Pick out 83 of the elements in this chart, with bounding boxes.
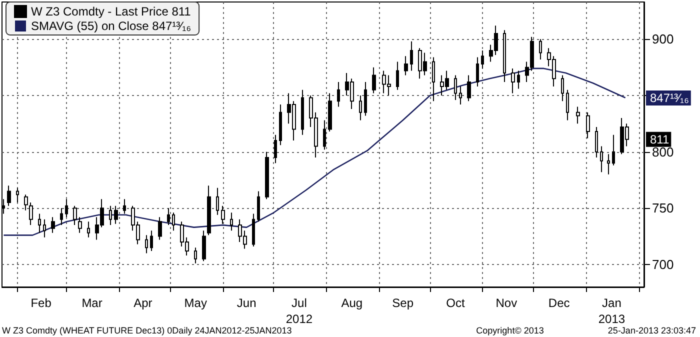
candlestick [586,112,590,139]
candlestick [323,120,326,150]
x-tick-label: Apr [134,296,152,310]
candlestick [60,208,63,226]
candlestick [24,194,28,211]
candlestick [467,74,471,102]
candlestick [566,89,569,121]
candlestick [216,187,219,216]
candlestick [328,92,332,132]
text: Copyright© 2013 [476,326,544,336]
candlestick [73,205,77,226]
candlestick [38,213,41,234]
candlestick [87,221,90,238]
candlestick [410,40,413,72]
candlestick [16,187,19,204]
candlestick [396,61,399,90]
candlestick [123,198,126,214]
candlestick [539,38,542,60]
x-tick-label: Jan 2013 [598,296,626,326]
y-tick-label: 900 [652,32,674,47]
text: W Z3 Comdty (WHEAT FUTURE Dec13) 0Daily 24JAN2012-25JAN2013 [2,326,292,336]
candlestick [576,106,580,124]
candlestick [167,208,170,226]
annotation: 811 [650,132,670,146]
candlestick [221,205,225,224]
x-tick-label: Oct [446,296,466,310]
candlestick [364,81,367,116]
candlestick [265,151,269,200]
candlestick [459,86,462,106]
candlestick [337,81,340,108]
y-tick-label: 800 [652,144,674,160]
candlestick [202,230,206,262]
candlestick [150,230,153,252]
candlestick [194,247,197,264]
candlestick [301,89,304,136]
candlestick [51,216,55,234]
legend-label: SMAVG (55) on Close 847¹³⁄₁₆ [31,19,192,33]
x-tick-label: May [184,296,207,310]
x-tick-label: Dec [548,296,570,310]
candlestick [432,56,435,102]
line-series [3,68,626,236]
candlestick [481,50,484,69]
x-tick-label: Nov [496,296,518,310]
x-tick-label: Sep [392,296,414,310]
candlestick [29,202,33,226]
y-tick-label: 750 [652,200,674,216]
candlestick [230,212,233,232]
candlestick [252,213,255,247]
candlestick [145,234,148,254]
candlestick [511,68,515,94]
candlestick [78,216,82,234]
candlestick [257,190,260,222]
x-tick-label: Jul 2012 [286,296,313,326]
annotation: 847¹³⁄₁₆ [650,90,690,105]
x-tick-label: Aug [341,296,363,310]
candlestick [109,205,112,226]
candlestick [612,134,615,166]
candlestick [517,70,520,90]
candlestick [454,74,457,101]
text: 25-Jan-2013 23:03:47 [608,326,696,336]
candlestick [274,134,277,164]
candlestick [607,154,610,175]
candlestick [359,95,362,121]
candlestick [600,146,603,173]
candlestick [595,126,598,158]
candlestick [172,212,175,232]
candlestick [404,56,408,76]
x-tick-label: Jun [236,296,256,310]
candlestick [43,218,46,238]
candlestick [561,74,564,102]
candlestick [372,66,376,94]
candlestick [158,216,162,240]
x-tick-label: Mar [82,296,102,310]
y-tick-label: 700 [652,256,674,272]
candlestick [65,198,68,218]
candlestick [207,185,211,236]
x-tick-label: Feb [30,296,52,310]
candlestick [7,185,11,206]
legend-label: W Z3 Comdty - Last Price 811 [31,4,192,18]
candlestick [503,30,506,82]
candlestick [114,205,118,224]
candlestick [476,56,479,87]
candlestick [279,104,282,146]
